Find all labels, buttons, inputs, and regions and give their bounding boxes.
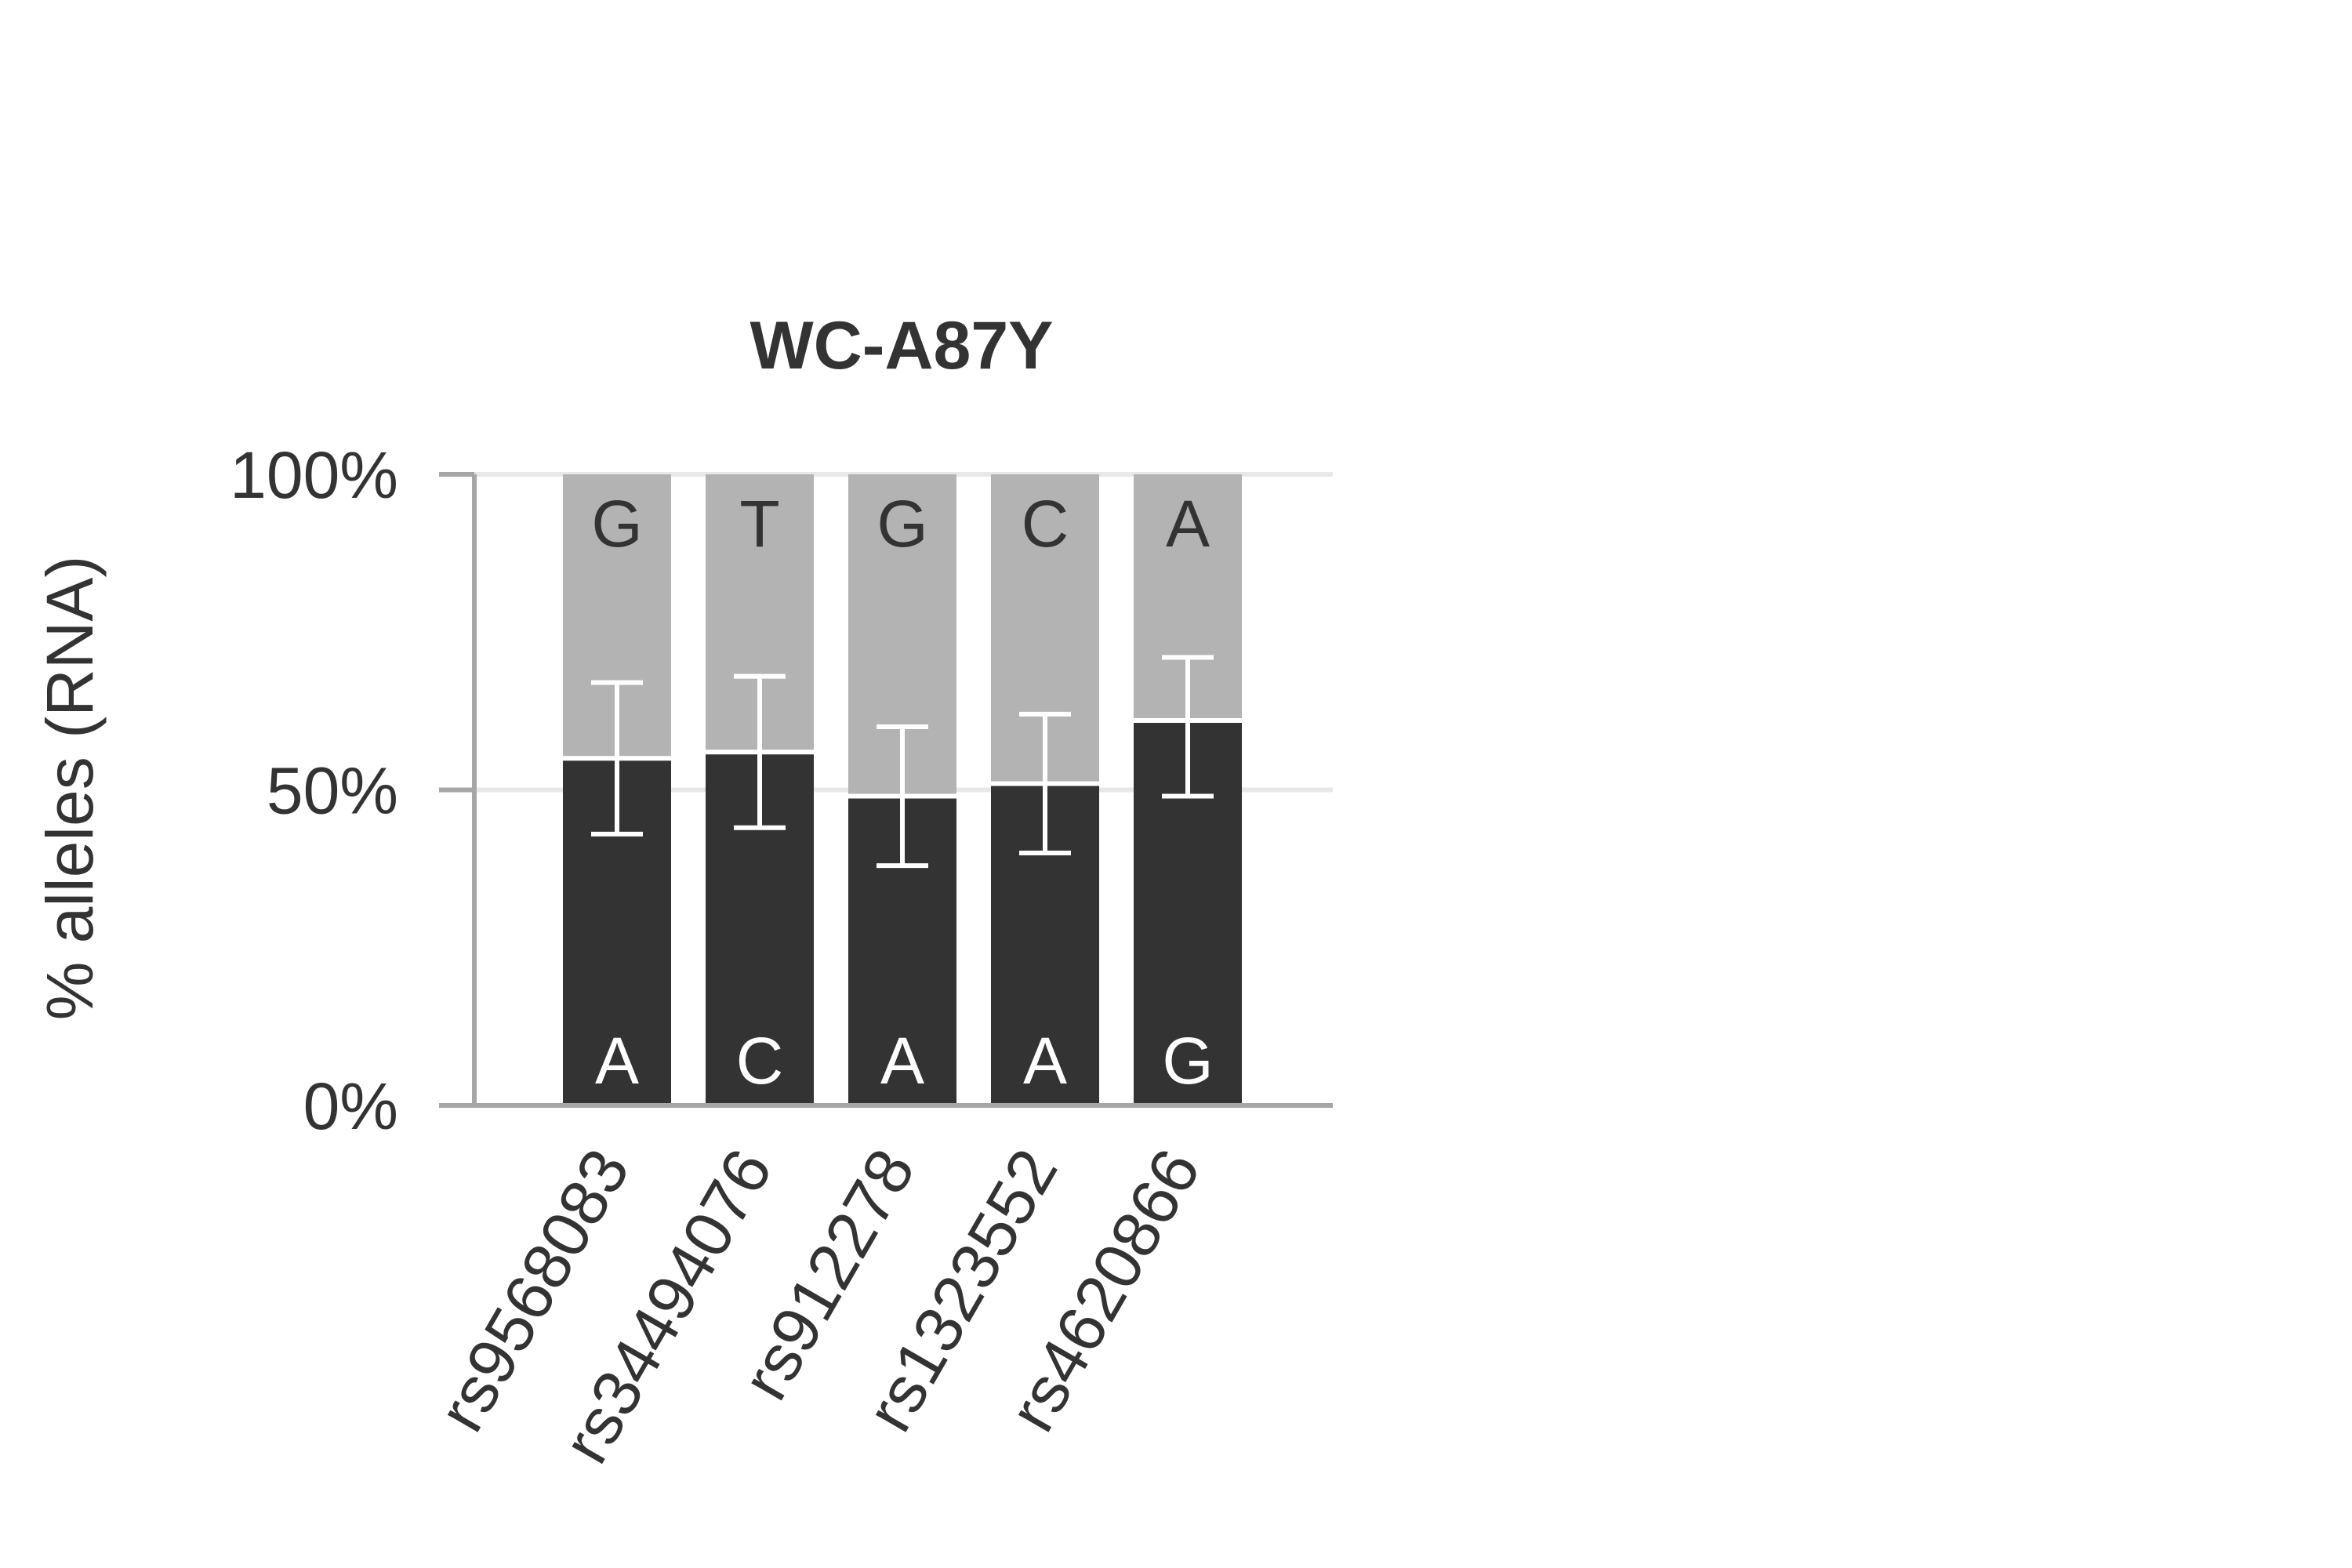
error-bar [734, 673, 786, 830]
y-axis-label: % alleles (RNA) [33, 556, 107, 1021]
y-tick-label: 50% [267, 754, 398, 828]
error-bar [1019, 711, 1071, 855]
allele-label-lower: A [1023, 1024, 1067, 1098]
error-bar [591, 680, 643, 837]
allele-label-upper: G [877, 487, 927, 561]
allele-label-lower: A [880, 1024, 924, 1098]
error-bar [877, 724, 928, 869]
error-bars [591, 655, 1214, 869]
axes [439, 472, 1333, 1108]
error-bar [1162, 655, 1214, 799]
allele-label-lower: G [1162, 1024, 1213, 1098]
allele-label-upper: C [1022, 487, 1069, 561]
allele-label-lower: A [595, 1024, 639, 1098]
allele-label-upper: G [591, 487, 642, 561]
bars [563, 474, 1242, 1105]
chart-title: WC-A87Y [750, 308, 1053, 383]
y-tick-label: 100% [230, 438, 398, 512]
allele-label-upper: T [739, 487, 779, 561]
allele-label-upper: A [1166, 487, 1210, 561]
y-tick-label: 0% [303, 1069, 398, 1143]
allele-label-lower: C [736, 1024, 784, 1098]
